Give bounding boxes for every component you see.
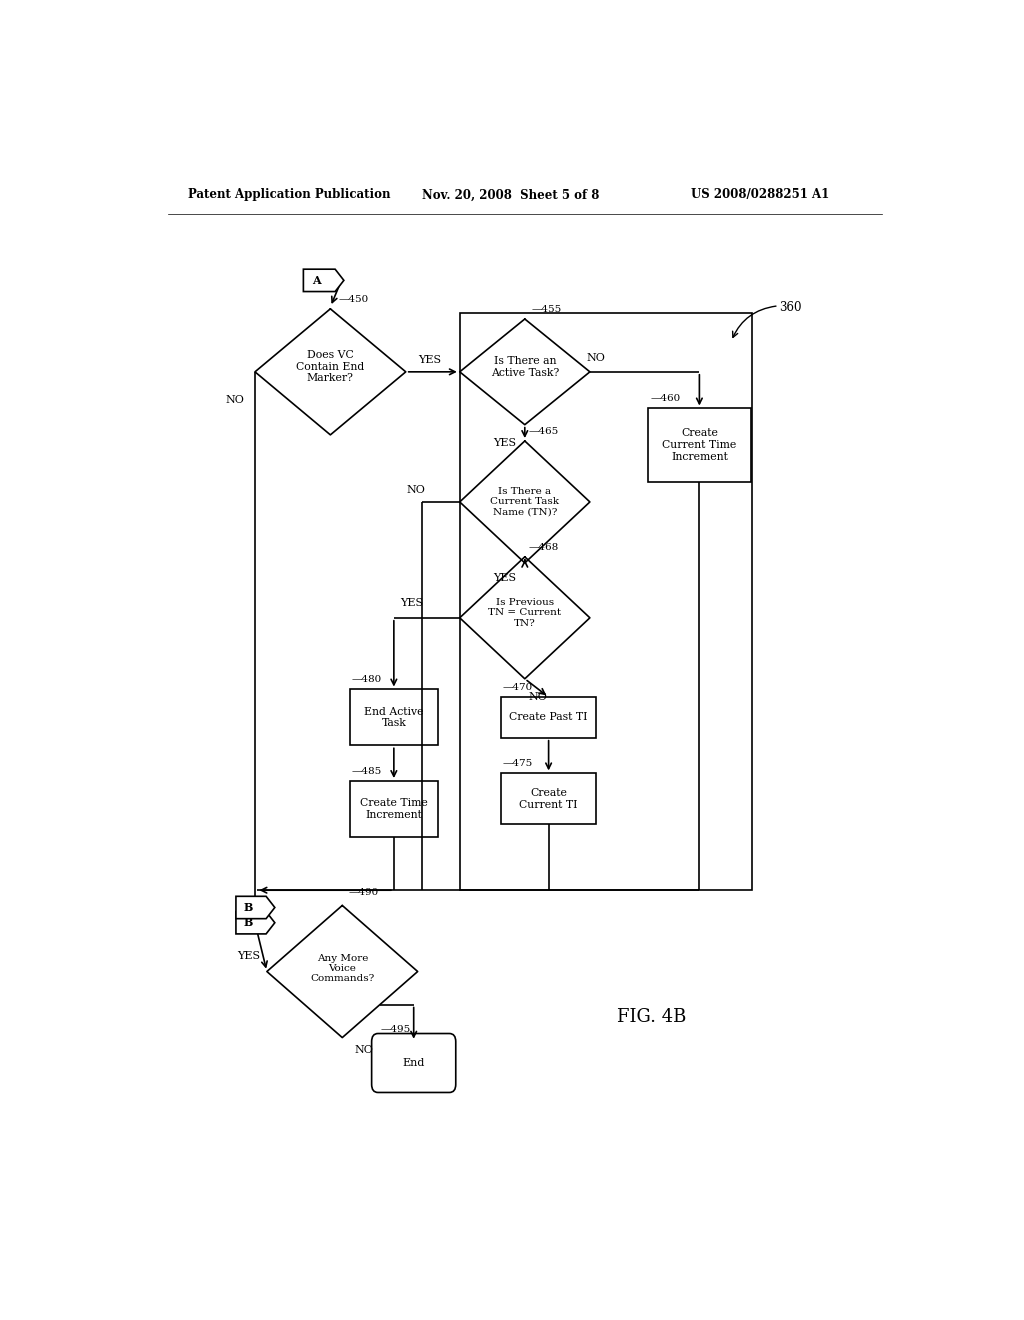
Text: YES: YES bbox=[418, 355, 441, 364]
Text: NO: NO bbox=[354, 1045, 373, 1055]
Bar bbox=[350, 689, 437, 746]
Text: End Active
Task: End Active Task bbox=[365, 706, 424, 729]
Text: YES: YES bbox=[400, 598, 424, 607]
Text: Any More
Voice
Commands?: Any More Voice Commands? bbox=[310, 953, 375, 983]
Polygon shape bbox=[303, 269, 344, 292]
Text: —465: —465 bbox=[528, 426, 559, 436]
Text: Is There a
Current Task
Name (TN)?: Is There a Current Task Name (TN)? bbox=[490, 487, 559, 517]
Text: NO: NO bbox=[587, 352, 605, 363]
Bar bbox=[648, 408, 751, 482]
Text: —450: —450 bbox=[338, 294, 369, 304]
Text: NO: NO bbox=[407, 484, 426, 495]
Text: YES: YES bbox=[494, 438, 516, 447]
Text: FIG. 4B: FIG. 4B bbox=[617, 1008, 686, 1026]
Text: Create Time
Increment: Create Time Increment bbox=[360, 799, 428, 820]
Text: US 2008/0288251 A1: US 2008/0288251 A1 bbox=[691, 189, 829, 202]
Text: Create
Current Time
Increment: Create Current Time Increment bbox=[663, 429, 736, 462]
Text: YES: YES bbox=[238, 952, 260, 961]
Text: —460: —460 bbox=[651, 395, 681, 404]
Text: Nov. 20, 2008  Sheet 5 of 8: Nov. 20, 2008 Sheet 5 of 8 bbox=[422, 189, 599, 202]
Text: A: A bbox=[312, 275, 322, 286]
Bar bbox=[501, 697, 596, 738]
Text: —470: —470 bbox=[503, 682, 532, 692]
Text: 360: 360 bbox=[779, 301, 802, 314]
Text: Does VC
Contain End
Marker?: Does VC Contain End Marker? bbox=[296, 350, 365, 383]
Bar bbox=[501, 774, 596, 824]
Bar bbox=[350, 781, 437, 837]
Bar bbox=[460, 313, 752, 890]
Text: —485: —485 bbox=[352, 767, 382, 776]
Text: —468: —468 bbox=[528, 543, 559, 552]
Text: —495: —495 bbox=[380, 1024, 411, 1034]
Text: —455: —455 bbox=[531, 305, 561, 314]
Text: —475: —475 bbox=[503, 759, 532, 768]
Text: B: B bbox=[244, 902, 253, 913]
Polygon shape bbox=[236, 896, 274, 919]
Text: End: End bbox=[402, 1059, 425, 1068]
Text: Patent Application Publication: Patent Application Publication bbox=[187, 189, 390, 202]
Text: Is There an
Active Task?: Is There an Active Task? bbox=[490, 356, 559, 378]
Text: —480: —480 bbox=[352, 676, 382, 684]
Text: Create
Current TI: Create Current TI bbox=[519, 788, 578, 809]
Text: Create Past TI: Create Past TI bbox=[509, 713, 588, 722]
Polygon shape bbox=[236, 912, 274, 935]
Text: Is Previous
TN = Current
TN?: Is Previous TN = Current TN? bbox=[488, 598, 561, 627]
Text: NO: NO bbox=[528, 692, 547, 702]
Text: YES: YES bbox=[494, 573, 516, 583]
Text: —490: —490 bbox=[348, 888, 379, 898]
Text: NO: NO bbox=[225, 395, 245, 405]
Text: B: B bbox=[244, 917, 253, 928]
